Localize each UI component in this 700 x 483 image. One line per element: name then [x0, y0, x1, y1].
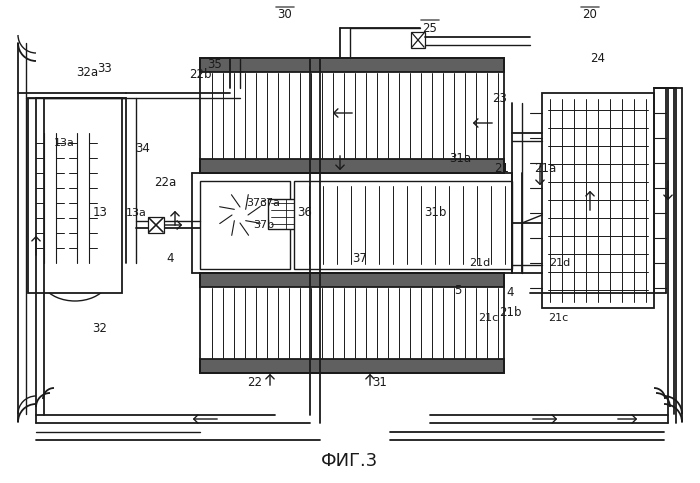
Bar: [411, 32, 425, 48]
Text: 21: 21: [494, 161, 510, 174]
Text: 35: 35: [208, 58, 223, 71]
Text: 13a: 13a: [54, 138, 74, 148]
Bar: [200, 58, 504, 173]
Bar: [268, 199, 304, 229]
Text: 25: 25: [423, 22, 438, 34]
Bar: [542, 93, 654, 308]
Bar: [200, 273, 504, 287]
Bar: [200, 273, 504, 373]
Bar: [200, 159, 504, 173]
Text: ФИГ.3: ФИГ.3: [321, 452, 379, 470]
Bar: [200, 359, 504, 373]
Text: 37c: 37c: [246, 198, 266, 208]
Text: 37: 37: [353, 252, 368, 265]
Text: 22b: 22b: [189, 69, 211, 82]
Text: 13: 13: [92, 207, 107, 219]
Text: 13a: 13a: [125, 208, 146, 218]
Text: 36: 36: [298, 207, 312, 219]
Text: 23: 23: [493, 91, 507, 104]
Text: 5: 5: [454, 284, 462, 298]
Text: 22: 22: [248, 377, 262, 389]
Text: 22a: 22a: [154, 176, 176, 189]
Text: 21d: 21d: [470, 258, 491, 268]
Text: 4: 4: [506, 286, 514, 299]
Text: 32: 32: [92, 322, 107, 335]
Text: 21c: 21c: [478, 313, 498, 323]
Bar: [200, 58, 504, 72]
Text: 34: 34: [136, 142, 150, 155]
Bar: [294, 181, 512, 269]
Bar: [148, 217, 164, 233]
Text: 32a: 32a: [76, 67, 98, 80]
Text: 37a: 37a: [260, 198, 281, 208]
Bar: [28, 98, 122, 293]
Text: 24: 24: [591, 52, 606, 65]
Text: 37b: 37b: [253, 220, 274, 230]
Bar: [200, 181, 290, 269]
Text: 21b: 21b: [498, 307, 522, 319]
Text: 21d: 21d: [550, 258, 570, 268]
Text: 31a: 31a: [449, 152, 471, 165]
Text: 31b: 31b: [424, 207, 446, 219]
Text: 33: 33: [97, 61, 113, 74]
Text: 31: 31: [372, 377, 387, 389]
Text: 4: 4: [167, 252, 174, 265]
Text: 21c: 21c: [548, 313, 568, 323]
Text: 20: 20: [582, 9, 597, 22]
Text: 30: 30: [278, 9, 293, 22]
Text: 21a: 21a: [534, 161, 556, 174]
